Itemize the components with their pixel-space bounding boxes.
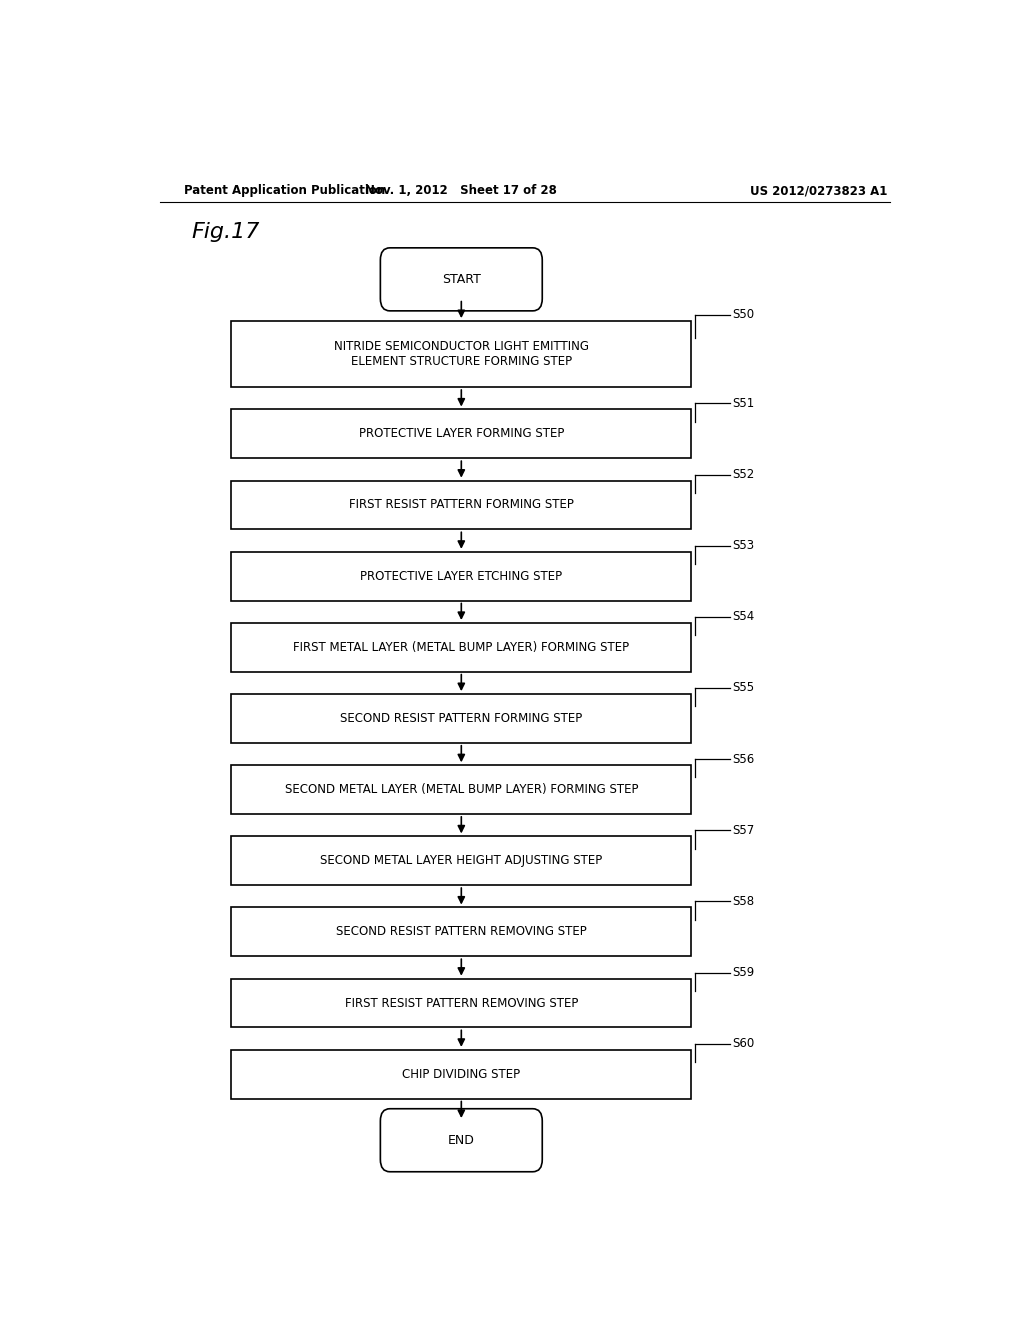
Text: FIRST RESIST PATTERN FORMING STEP: FIRST RESIST PATTERN FORMING STEP [349, 499, 573, 511]
Text: S57: S57 [733, 824, 755, 837]
Text: S52: S52 [733, 469, 755, 480]
Text: SECOND RESIST PATTERN FORMING STEP: SECOND RESIST PATTERN FORMING STEP [340, 711, 583, 725]
Text: SECOND METAL LAYER (METAL BUMP LAYER) FORMING STEP: SECOND METAL LAYER (METAL BUMP LAYER) FO… [285, 783, 638, 796]
Bar [231, 321, 691, 387]
Text: S53: S53 [733, 539, 755, 552]
Text: END: END [447, 1134, 475, 1147]
Text: S60: S60 [733, 1038, 755, 1051]
Text: START: START [442, 273, 480, 286]
Text: S51: S51 [733, 397, 755, 409]
Text: NITRIDE SEMICONDUCTOR LIGHT EMITTING
ELEMENT STRUCTURE FORMING STEP: NITRIDE SEMICONDUCTOR LIGHT EMITTING ELE… [334, 341, 589, 368]
Text: S55: S55 [733, 681, 755, 694]
Bar [231, 552, 691, 601]
Bar [231, 694, 691, 743]
Text: S59: S59 [733, 966, 755, 979]
Text: CHIP DIVIDING STEP: CHIP DIVIDING STEP [402, 1068, 520, 1081]
Bar [231, 978, 691, 1027]
Text: US 2012/0273823 A1: US 2012/0273823 A1 [750, 185, 887, 198]
Text: PROTECTIVE LAYER ETCHING STEP: PROTECTIVE LAYER ETCHING STEP [360, 570, 562, 582]
Bar [231, 409, 691, 458]
Bar [231, 623, 691, 672]
Bar [231, 1049, 691, 1098]
Text: Nov. 1, 2012   Sheet 17 of 28: Nov. 1, 2012 Sheet 17 of 28 [366, 185, 557, 198]
Text: Patent Application Publication: Patent Application Publication [183, 185, 385, 198]
Text: S56: S56 [733, 752, 755, 766]
Bar [231, 480, 691, 529]
Text: S54: S54 [733, 610, 755, 623]
FancyBboxPatch shape [380, 1109, 543, 1172]
Text: PROTECTIVE LAYER FORMING STEP: PROTECTIVE LAYER FORMING STEP [358, 428, 564, 441]
Text: S50: S50 [733, 309, 755, 322]
Text: S58: S58 [733, 895, 755, 908]
Text: FIRST METAL LAYER (METAL BUMP LAYER) FORMING STEP: FIRST METAL LAYER (METAL BUMP LAYER) FOR… [293, 640, 630, 653]
Bar [231, 837, 691, 886]
Bar [231, 766, 691, 814]
Text: FIRST RESIST PATTERN REMOVING STEP: FIRST RESIST PATTERN REMOVING STEP [345, 997, 578, 1010]
FancyBboxPatch shape [380, 248, 543, 312]
Text: SECOND METAL LAYER HEIGHT ADJUSTING STEP: SECOND METAL LAYER HEIGHT ADJUSTING STEP [321, 854, 602, 867]
Text: SECOND RESIST PATTERN REMOVING STEP: SECOND RESIST PATTERN REMOVING STEP [336, 925, 587, 939]
Bar [231, 907, 691, 956]
Text: Fig.17: Fig.17 [191, 222, 260, 242]
